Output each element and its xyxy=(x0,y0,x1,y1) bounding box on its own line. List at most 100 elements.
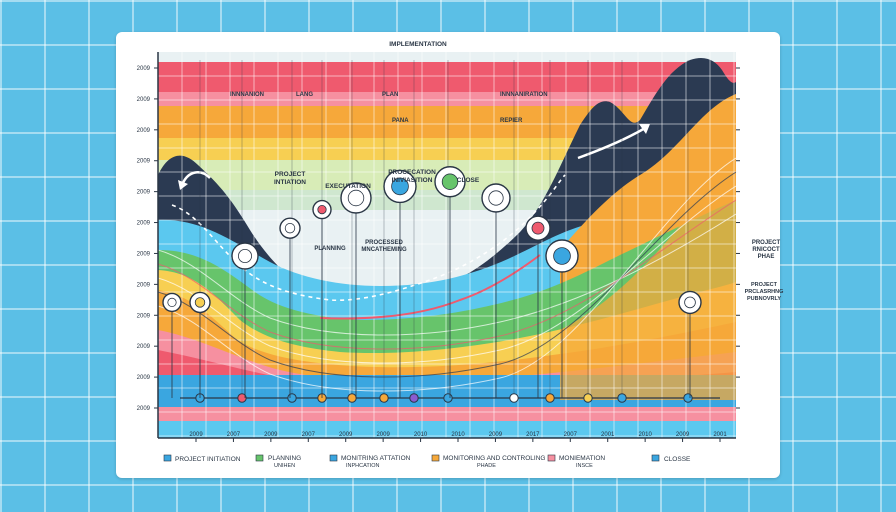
x-tick-label: 2009 xyxy=(189,432,203,438)
phase-marker-dot xyxy=(441,173,459,190)
timeline-node xyxy=(347,393,357,403)
x-tick-label: 2010 xyxy=(638,432,652,438)
timeline-node xyxy=(617,393,627,403)
band-pink-bottom xyxy=(158,407,736,421)
annotation-procecation: PROCECATION xyxy=(388,169,436,176)
legend-label-line2: UNIHEN xyxy=(274,463,295,469)
timeline-node xyxy=(237,393,247,403)
phase-marker-dot xyxy=(684,296,696,309)
right-label-project-phae-line2: RNICOCT xyxy=(752,247,780,253)
timeline-node xyxy=(545,393,555,403)
right-label-project-pubnovrly: PROJECT xyxy=(751,282,778,288)
trend-line xyxy=(158,157,736,392)
annotation-planning: PLANNING xyxy=(314,246,346,252)
x-axis-ticks: 2009 2007 2009 2007 2009 2009 2010 2010 2009 2017… xyxy=(189,432,727,442)
phase-marker-dot xyxy=(553,247,571,265)
annotation-close: CLOSE xyxy=(457,177,480,184)
annotation-pana: PANA xyxy=(392,118,409,124)
right-label-project-phae-line3: PHAE xyxy=(758,254,775,260)
phase-arrow-upper-head xyxy=(639,124,650,134)
phase-marker-dot xyxy=(391,177,409,196)
y-axis-ticks: 2009 2009 2009 2009 2009 2009 2009 2009 2009 2009… xyxy=(137,66,158,412)
timeline-node xyxy=(509,393,519,403)
y-tick-label: 2009 xyxy=(137,221,151,227)
timeline-node xyxy=(287,393,297,403)
phase-arrow-left-head xyxy=(178,180,188,190)
annotation-procecation-line2: INIVIASITION xyxy=(392,177,433,184)
annotation-project-intiation: PROJECT xyxy=(275,171,306,178)
legend-label: PLANNING xyxy=(268,455,301,462)
timeline-node xyxy=(583,393,593,403)
legend-swatch xyxy=(329,454,338,462)
annotation-executation: EXECUTATION xyxy=(325,183,371,190)
y-tick-label: 2009 xyxy=(137,128,151,134)
trend-line xyxy=(158,213,736,336)
y-tick-label: 2009 xyxy=(137,282,151,288)
legend-label: CLOSSE xyxy=(664,456,691,463)
right-axis-ticks xyxy=(736,67,740,409)
x-tick-label: 2001 xyxy=(713,432,727,438)
timeline-node xyxy=(379,393,389,403)
annotation-lang: LANG xyxy=(296,92,313,98)
annotation-processed: PROCESSED xyxy=(365,240,403,246)
trend-line xyxy=(158,185,736,364)
y-tick-label: 2009 xyxy=(137,159,151,165)
band-red-top xyxy=(158,62,736,92)
phase-marker-dot xyxy=(284,222,296,234)
legend-item-planning: PLANNING UNIHEN xyxy=(255,454,301,469)
orange-right-tail xyxy=(560,165,736,400)
y-tick-label: 2009 xyxy=(137,97,151,103)
x-tick-label: 2001 xyxy=(601,432,615,438)
annotation-repier: REPIER xyxy=(500,118,523,124)
x-tick-label: 2007 xyxy=(302,432,316,438)
legend-item-project-initiation: PROJECT INITIATION xyxy=(163,454,241,463)
annotation-innnaniration: INNNANIRATION xyxy=(500,92,548,98)
y-tick-label: 2009 xyxy=(137,344,151,350)
x-tick-label: 2007 xyxy=(564,432,578,438)
legend-label-line2: PHADE xyxy=(477,463,496,469)
legend-swatch xyxy=(651,454,660,462)
y-tick-label: 2009 xyxy=(137,66,151,72)
y-tick-label: 2009 xyxy=(137,313,151,319)
legend-label: MONIEMATION xyxy=(559,455,605,462)
right-label-project-phae: PROJECT xyxy=(752,240,781,246)
x-tick-label: 2007 xyxy=(227,432,241,438)
legend-label-line2: INPHCATION xyxy=(346,463,380,469)
legend-item-monitring-attation: MONITRING ATTATION INPHCATION xyxy=(329,454,411,469)
legend-item-monitoring-and-controling: MONITORING AND CONTROLING PHADE xyxy=(431,454,545,469)
annotation-plan: PLAN xyxy=(382,92,398,98)
phase-arrow-left xyxy=(181,171,211,184)
grid-lines xyxy=(158,52,736,438)
x-tick-label: 2009 xyxy=(339,432,353,438)
annotation-processed-line2: MNCATHEMING xyxy=(361,247,407,253)
chart-title: IMPLEMENTATION xyxy=(389,41,447,48)
phase-marker-dot xyxy=(194,297,206,308)
legend-swatch xyxy=(547,454,556,462)
trend-lines xyxy=(158,157,736,392)
x-tick-label: 2009 xyxy=(489,432,503,438)
phase-marker-dot xyxy=(167,297,177,307)
legend-label: PROJECT INITIATION xyxy=(175,456,241,463)
legend-swatch xyxy=(431,454,440,462)
right-label-project-pubnovrly-line3: PUBNOVRLY xyxy=(747,296,781,302)
phase-marker-dot xyxy=(237,248,252,263)
legend-label: MONITRING ATTATION xyxy=(341,455,411,462)
timeline-node xyxy=(409,393,419,403)
phase-marker-dot xyxy=(531,221,545,235)
phase-markers xyxy=(162,166,702,398)
phase-arrow-upper xyxy=(577,126,646,160)
timeline-node xyxy=(443,393,453,403)
right-label-project-pubnovrly-line2: PRCLASRHNG xyxy=(745,289,784,295)
y-tick-label: 2009 xyxy=(137,251,151,257)
y-tick-label: 2009 xyxy=(137,375,151,381)
legend: PROJECT INITIATION PLANNING UNIHEN MONIT… xyxy=(163,454,691,469)
x-tick-label: 2009 xyxy=(376,432,390,438)
legend-item-moniemation: MONIEMATION INSCE xyxy=(547,454,605,469)
annotation-project-intiation-line2: INTIATION xyxy=(274,179,306,186)
phase-arrow-lower xyxy=(319,254,541,320)
x-tick-label: 2009 xyxy=(264,432,278,438)
legend-label: MONITORING AND CONTROLING xyxy=(443,455,545,462)
x-tick-label: 2010 xyxy=(451,432,465,438)
phase-marker-dot xyxy=(347,189,365,207)
